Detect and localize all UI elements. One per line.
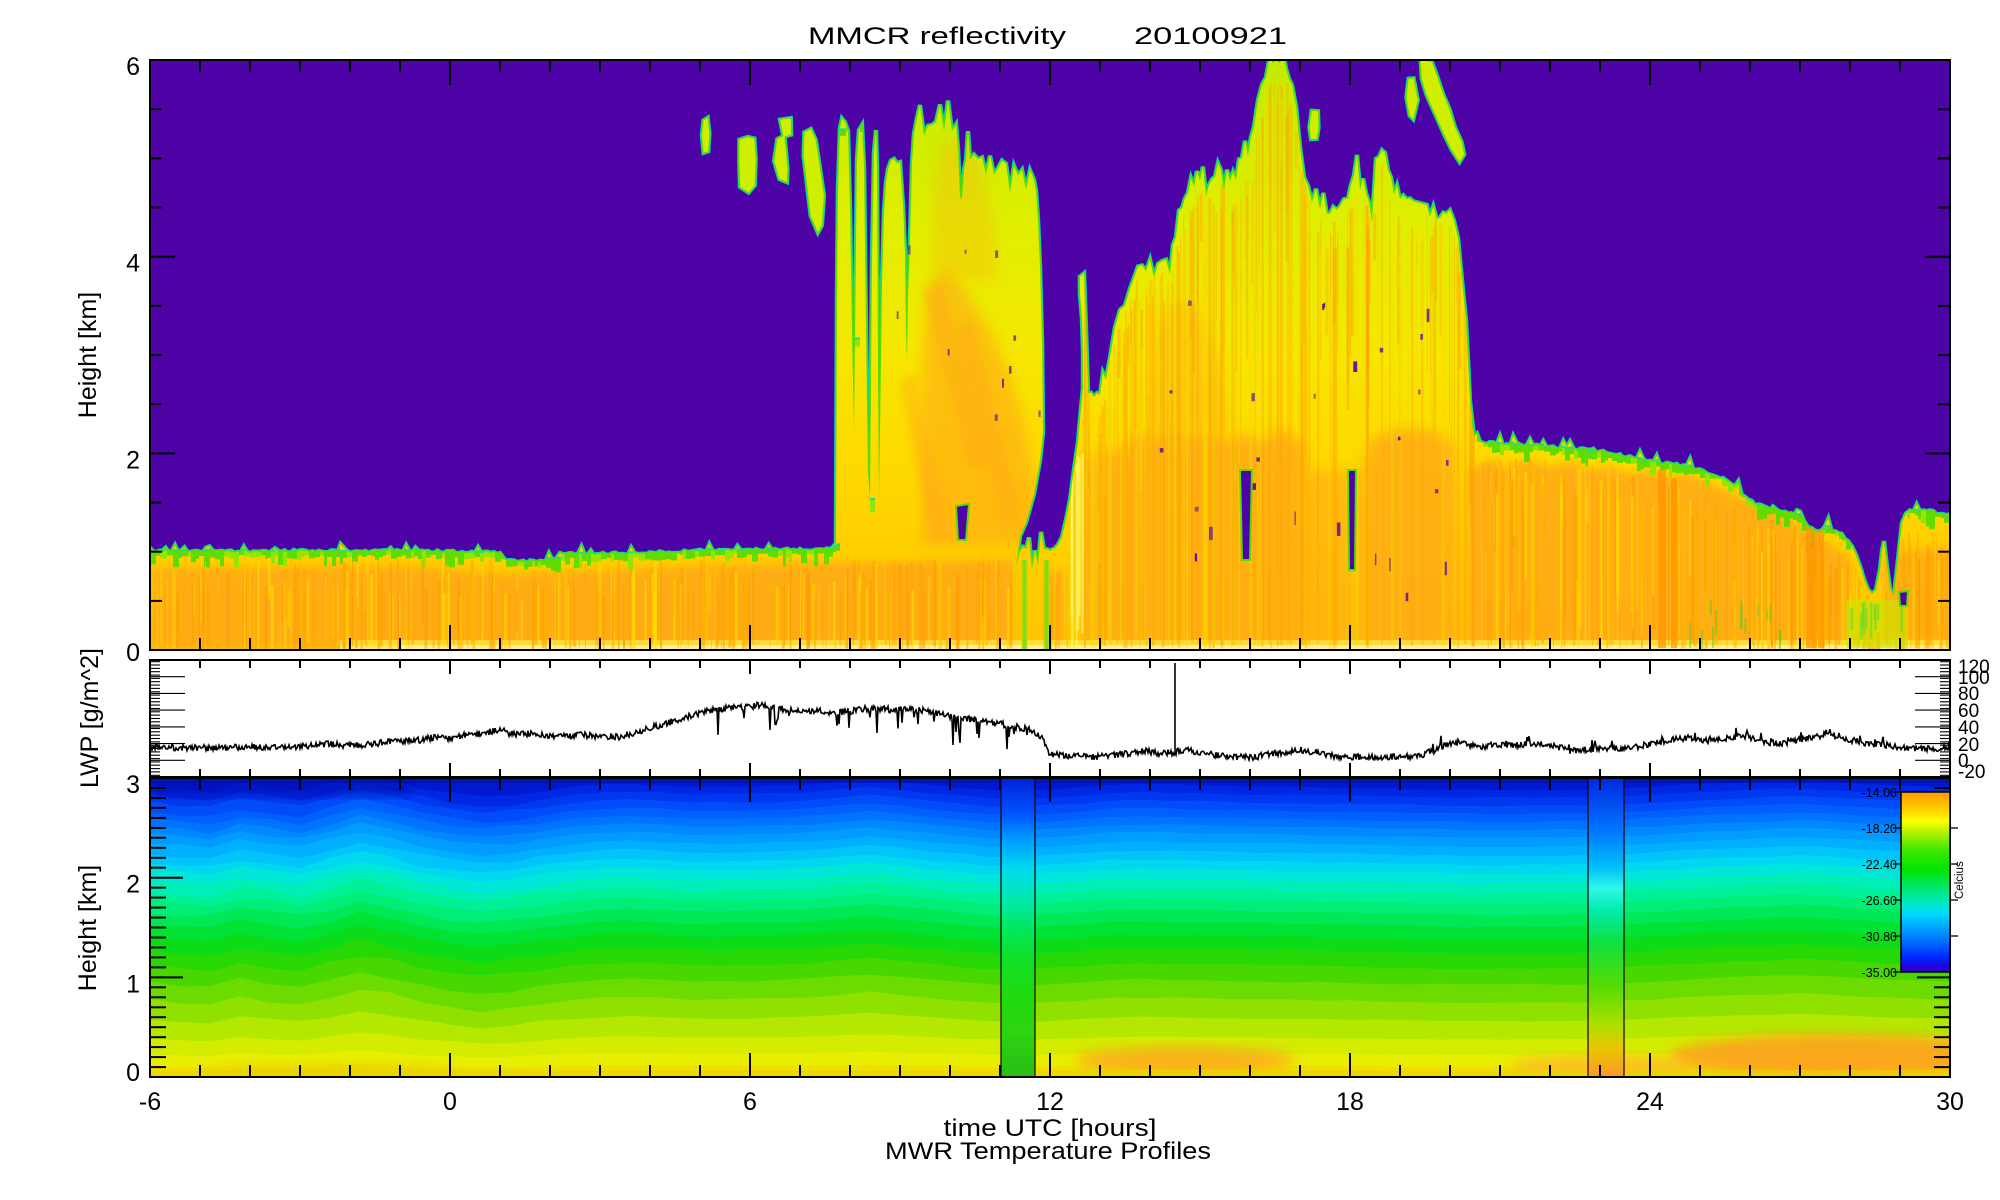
svg-text:0: 0 (126, 639, 140, 667)
svg-text:3: 3 (126, 771, 140, 799)
svg-text:0: 0 (1958, 751, 1969, 772)
svg-text:0: 0 (126, 1059, 140, 1087)
svg-text:120: 120 (1958, 657, 1990, 678)
svg-text:0: 0 (443, 1088, 457, 1116)
svg-text:-35.00: -35.00 (1862, 966, 1897, 980)
svg-text:20100921: 20100921 (1134, 23, 1287, 50)
svg-text:1: 1 (126, 970, 140, 998)
svg-text:4: 4 (126, 250, 140, 278)
svg-text:Celcius: Celcius (1954, 861, 1966, 899)
svg-text:18: 18 (1336, 1088, 1364, 1116)
svg-text:80: 80 (1958, 684, 1979, 705)
svg-text:30: 30 (1936, 1088, 1964, 1116)
svg-text:-14.00: -14.00 (1862, 786, 1897, 800)
svg-text:60: 60 (1958, 701, 1979, 722)
svg-text:-22.40: -22.40 (1862, 858, 1897, 872)
svg-text:40: 40 (1958, 718, 1979, 739)
svg-text:6: 6 (743, 1088, 757, 1116)
svg-text:6: 6 (126, 53, 140, 81)
svg-text:Height [km]: Height [km] (74, 292, 102, 418)
svg-text:-30.80: -30.80 (1862, 930, 1897, 944)
svg-text:Height [km]: Height [km] (74, 865, 102, 991)
svg-text:24: 24 (1636, 1088, 1664, 1116)
svg-text:-26.60: -26.60 (1862, 894, 1897, 908)
svg-text:MMCR reflectivity: MMCR reflectivity (808, 23, 1066, 50)
svg-text:-18.20: -18.20 (1862, 822, 1897, 836)
svg-text:100: 100 (1958, 668, 1990, 689)
svg-text:-20: -20 (1958, 762, 1985, 783)
svg-text:2: 2 (126, 871, 140, 899)
svg-text:20: 20 (1958, 735, 1979, 756)
svg-text:-6: -6 (139, 1088, 161, 1116)
svg-text:MWR Temperature Profiles: MWR Temperature Profiles (885, 1138, 1211, 1165)
svg-text:LWP [g/m^2]: LWP [g/m^2] (76, 648, 104, 788)
svg-text:12: 12 (1036, 1088, 1064, 1116)
svg-text:time UTC [hours]: time UTC [hours] (944, 1115, 1157, 1142)
svg-text:2: 2 (126, 446, 140, 474)
